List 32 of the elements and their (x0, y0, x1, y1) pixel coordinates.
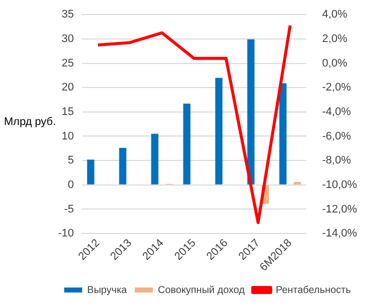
y2-tick-label: -4,0% (322, 106, 352, 118)
y2-tick-label: -10,0% (322, 178, 358, 191)
legend-label: Совокупный доход (158, 284, 245, 296)
y-tick-label: 5 (68, 154, 74, 167)
y-axis-title: Млрд руб. (4, 116, 56, 128)
bar (151, 134, 158, 184)
y2-tick-label: -2,0% (322, 82, 352, 94)
y-tick-label: 35 (62, 8, 74, 21)
y2-tick-label: -8,0% (322, 154, 352, 167)
y2-tick-label: -12,0% (322, 203, 358, 216)
y2-tick-label: -6,0% (322, 130, 352, 142)
y2-tick-label: -14,0% (322, 228, 358, 240)
y-tick-label: 0 (68, 178, 74, 191)
bar (87, 160, 94, 184)
y2-tick-label: 0,0% (322, 57, 348, 70)
y-tick-label: 25 (62, 57, 74, 70)
y-tick-label: 30 (62, 32, 74, 45)
y2-tick-label: 2,0% (322, 32, 348, 45)
y-tick-label: 20 (62, 82, 74, 94)
bar (247, 39, 254, 184)
legend-label: Рентабельность (276, 284, 351, 296)
bar (119, 148, 126, 184)
y-tick-label: -10 (58, 228, 74, 240)
bar (294, 182, 301, 184)
bar (279, 83, 287, 184)
legend-label: Выручка (87, 284, 128, 296)
y-tick-label: 15 (62, 106, 74, 118)
y-tick-label: -5 (64, 203, 74, 216)
y2-tick-label: 4,0% (322, 8, 348, 21)
bar (215, 78, 222, 184)
y-tick-label: 10 (62, 130, 74, 142)
bar (183, 104, 190, 184)
